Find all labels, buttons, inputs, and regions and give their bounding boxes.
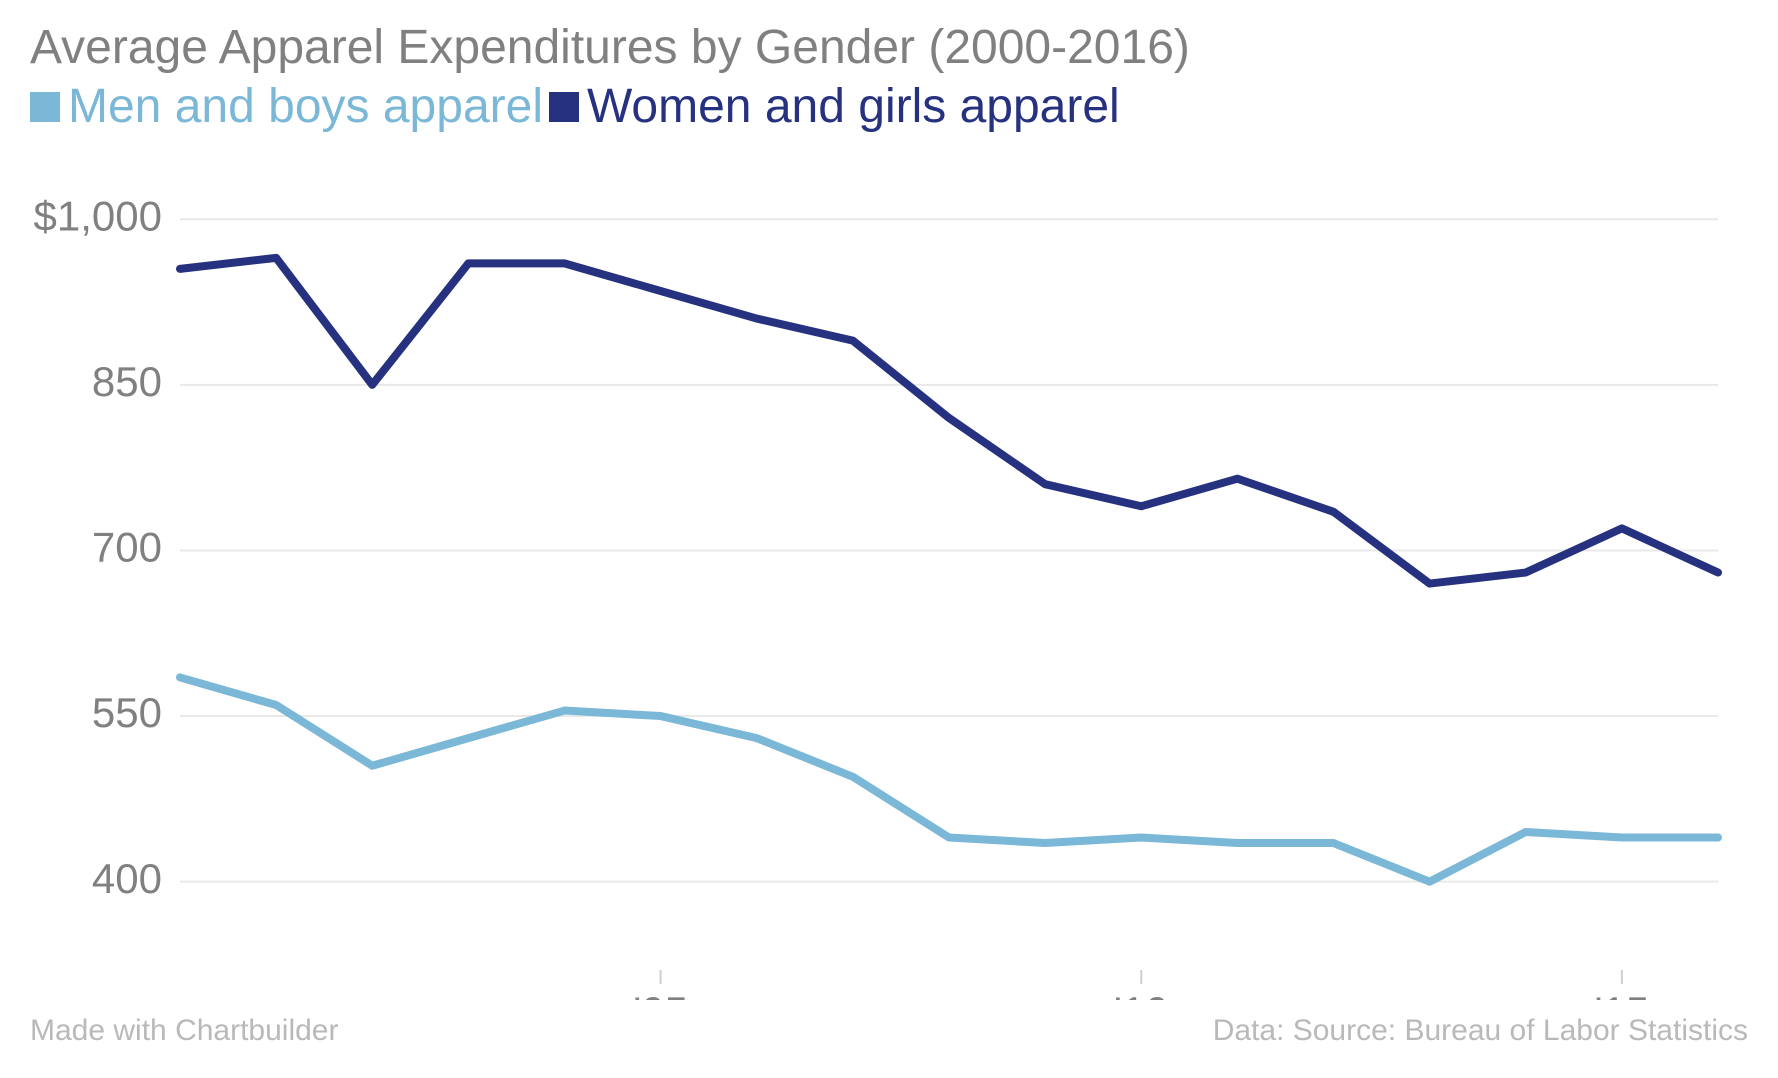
chart-title: Average Apparel Expenditures by Gender (… xyxy=(30,20,1748,75)
svg-text:400: 400 xyxy=(92,855,162,902)
legend-label-men: Men and boys apparel xyxy=(68,79,543,134)
legend-label-women: Women and girls apparel xyxy=(587,79,1120,134)
svg-text:$1,000: $1,000 xyxy=(34,192,162,239)
legend-item-women: Women and girls apparel xyxy=(549,79,1120,134)
svg-text:'05: '05 xyxy=(633,988,688,1000)
svg-text:850: 850 xyxy=(92,358,162,405)
svg-text:550: 550 xyxy=(92,689,162,736)
svg-text:'15: '15 xyxy=(1595,988,1650,1000)
legend-swatch-women xyxy=(549,92,579,122)
apparel-expenditures-chart: Average Apparel Expenditures by Gender (… xyxy=(0,0,1778,1078)
series-line-0 xyxy=(180,677,1718,881)
legend-swatch-men xyxy=(30,92,60,122)
footer-source: Data: Source: Bureau of Labor Statistics xyxy=(1213,1014,1748,1048)
footer-credit: Made with Chartbuilder xyxy=(30,1014,338,1048)
svg-text:'10: '10 xyxy=(1114,988,1169,1000)
series-line-1 xyxy=(180,258,1718,584)
legend-item-men: Men and boys apparel xyxy=(30,79,543,134)
chart-footer: Made with Chartbuilder Data: Source: Bur… xyxy=(30,1014,1748,1048)
chart-legend: Men and boys apparel Women and girls app… xyxy=(30,79,1748,134)
chart-plot-area: 400 550 700 850 $1,000 '05 '10 '15 xyxy=(30,144,1748,1000)
svg-text:700: 700 xyxy=(92,524,162,571)
